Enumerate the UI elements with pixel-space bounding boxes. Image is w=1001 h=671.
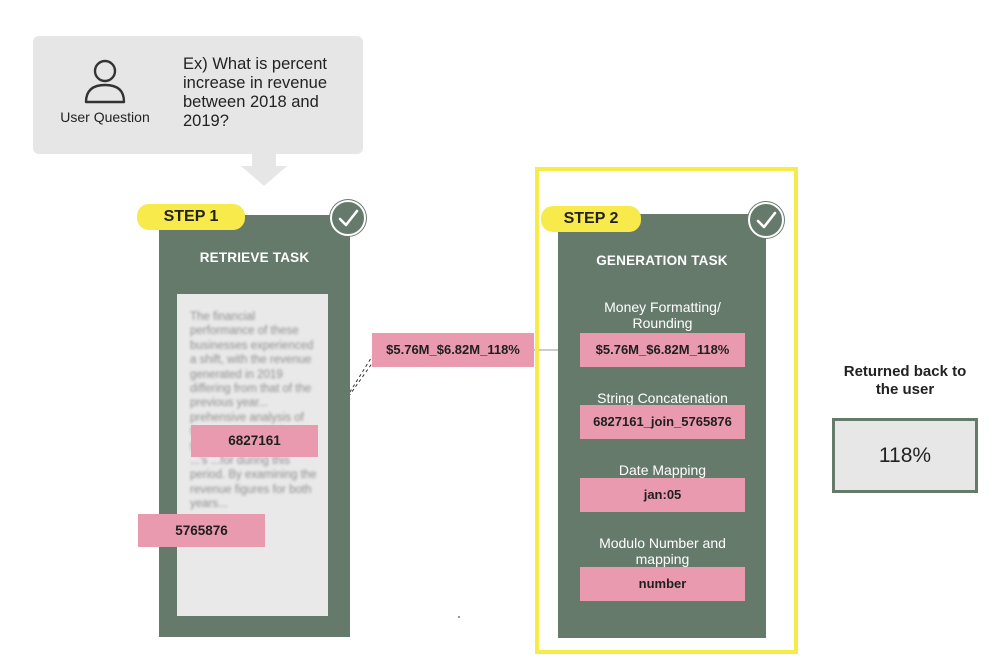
modulo-number-label: Modulo Number and mapping [599, 535, 726, 567]
generation-task-title: GENERATION TASK [596, 253, 728, 268]
step2-badge: STEP 2 [541, 206, 641, 232]
connector-6827161-to-output [317, 354, 374, 444]
step1-check-icon [330, 200, 366, 236]
question-text: Ex) What is percent increase in revenue … [183, 55, 328, 130]
retrieved-value-2018: 5765876 [138, 514, 265, 547]
string-concatenation-value: 6827161_join_5765876 [580, 405, 745, 439]
returned-label: Returned back to the user [843, 363, 967, 398]
modulo-number-value: number [580, 567, 745, 601]
stray-dot [458, 616, 460, 618]
step2-check-icon [748, 202, 784, 238]
step1-badge: STEP 1 [137, 204, 245, 230]
retrieve-task-title: RETRIEVE TASK [199, 250, 310, 265]
string-concatenation-label: String Concatenation [597, 390, 728, 406]
result-value-box: 118% [832, 418, 978, 493]
generation-highlight-frame [535, 167, 798, 654]
intermediate-output-tag: $5.76M_$6.82M_118% [372, 333, 534, 367]
retrieved-value-2019: 6827161 [191, 425, 318, 457]
date-mapping-value: jan:05 [580, 478, 745, 512]
money-formatting-label: Money Formatting/ Rounding [604, 299, 721, 331]
money-formatting-value: $5.76M_$6.82M_118% [580, 333, 745, 367]
down-arrow-icon [241, 166, 287, 186]
source-document-text: The financial performance of these busin… [190, 311, 317, 511]
user-question-label: User Question [60, 109, 150, 125]
date-mapping-label: Date Mapping [618, 462, 707, 478]
user-icon [84, 59, 126, 104]
down-arrow-stem [252, 154, 276, 168]
